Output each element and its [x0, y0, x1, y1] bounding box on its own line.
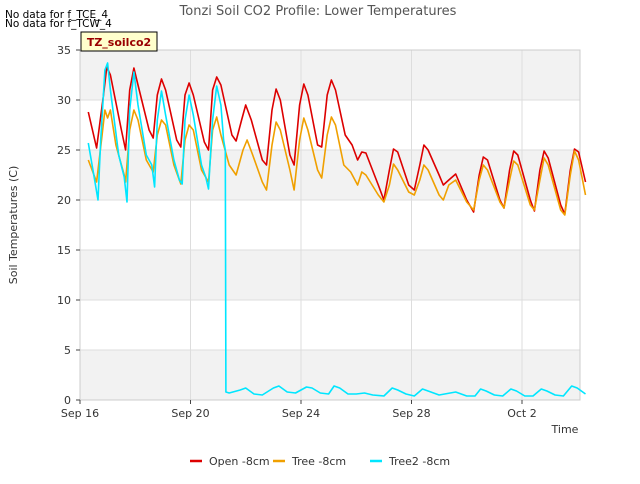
- y-tick-label: 0: [64, 394, 71, 407]
- site-tag-box: [80, 31, 158, 52]
- x-tick-label: Sep 16: [61, 407, 99, 420]
- y-tick-label: 25: [57, 144, 71, 157]
- x-tick-label: Sep 24: [282, 407, 320, 420]
- plot-band: [80, 250, 580, 300]
- legend-item: Open -8cm: [190, 455, 270, 468]
- legend-item: Tree2 -8cm: [370, 455, 450, 468]
- no-data-note: No data for f_TCW_4: [5, 18, 112, 30]
- site-tag-label: TZ_soilco2: [87, 36, 151, 49]
- legend-label: Tree2 -8cm: [388, 455, 450, 468]
- plot-area: [80, 50, 580, 400]
- chart-title: Tonzi Soil CO2 Profile: Lower Temperatur…: [179, 4, 457, 19]
- legend: Open -8cm Tree -8cm Tree2 -8cm: [190, 455, 450, 468]
- y-tick-label: 20: [57, 194, 71, 207]
- axes: 0 5 10 15 20 25 30 35 Sep 16 Sep 20 Sep 24 Sep 28 Oc…: [57, 44, 537, 420]
- legend-label: Open -8cm: [209, 455, 270, 468]
- y-tick-label: 15: [57, 244, 71, 257]
- y-tick-label: 10: [57, 294, 71, 307]
- x-tick-label: Sep 28: [392, 407, 430, 420]
- plot-frame: [79, 49, 581, 401]
- no-data-note: No data for f_TCE_4: [5, 9, 109, 21]
- y-axis-label: Soil Temperatures (C): [7, 166, 20, 285]
- legend-label: Tree -8cm: [291, 455, 346, 468]
- y-tick-label: 5: [64, 344, 71, 357]
- y-tick-label: 30: [57, 94, 71, 107]
- y-tick-label: 35: [57, 44, 71, 57]
- series-line-tree2-8cm: [87, 62, 586, 397]
- x-axis-label: Time: [551, 423, 579, 436]
- plot-band: [80, 50, 580, 100]
- x-tick-label: Oct 2: [507, 407, 537, 420]
- legend-item: Tree -8cm: [273, 455, 346, 468]
- series-layer: [87, 62, 587, 397]
- series-line-tree-8cm: [87, 109, 587, 216]
- site-tag: TZ_soilco2: [80, 31, 158, 52]
- plot-background: [80, 50, 580, 400]
- x-tick-label: Sep 20: [171, 407, 209, 420]
